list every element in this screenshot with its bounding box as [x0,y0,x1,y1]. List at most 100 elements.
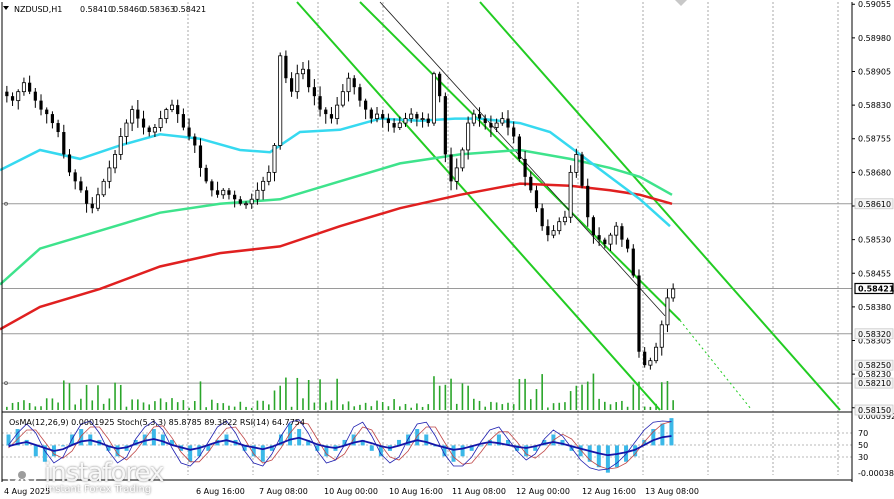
candle-body-bear [307,69,311,88]
candle [494,118,499,133]
candle [335,97,340,125]
candle [546,219,550,242]
osma-bar [424,434,429,446]
osma-bar [6,434,11,446]
price-tick-label: 0.58755 [858,135,891,144]
candle-body-bull [551,230,556,236]
candle [84,186,89,213]
candle [620,223,624,247]
candle [415,111,419,127]
candles [5,50,676,370]
candle-body-bear [477,114,482,119]
candle [369,107,373,124]
time-axis-labels: 4 Aug 2025 6 Aug 16:00 7 Aug 08:00 10 Aug 0… [4,487,699,496]
osma-bar [160,434,165,446]
candle [665,288,670,333]
candle-body-bear [392,123,396,128]
channel-line [296,1,661,411]
rsi-line [8,435,672,457]
candle [580,151,584,189]
candle-body-bear [215,190,220,195]
oscillator-header: OsMA(12,26,9) 0.0001925 Stoch(5,3,3) 85.… [9,418,305,427]
candle [33,87,37,108]
channel-extension [679,320,751,409]
candle [79,176,83,193]
osma-bar [269,445,274,451]
candle-body-bull [659,324,664,348]
candle [118,127,123,160]
candle-body-bull [300,68,305,75]
osma-bar [151,429,156,446]
candle-body-bull [295,73,300,93]
channel-line [479,1,841,411]
candle-body-bull [221,189,226,196]
osma-bar [324,445,329,457]
candle [352,75,356,95]
time-tick-label: 12 Aug 00:00 [516,487,570,496]
candle-body-bear [28,82,32,92]
candle [307,60,311,93]
candle [187,118,191,141]
osma-bar [70,434,75,446]
candle-body-bear [534,190,539,209]
osma-bar [560,439,565,446]
price-tag: 0.58320 [854,328,894,340]
osma-bar [596,445,601,468]
candle-body-bull [454,167,459,182]
osma-bar [79,429,84,446]
candle-body-bull [278,55,283,146]
candle [152,124,157,137]
collapse-arrow-icon[interactable] [3,6,9,10]
osma-bar [469,445,474,451]
price-tag: 0.58250 [854,359,894,371]
oscillator-panel [2,418,852,473]
candle [614,221,619,245]
osma-bar [605,445,610,473]
candle-body-bull [648,360,653,366]
price-tick-label: 0.58380 [858,303,891,312]
candle-body-bull [574,154,579,173]
chart-shift-marker-icon[interactable] [675,0,687,6]
candle-body-bear [529,176,533,191]
osma-bar [260,445,265,462]
candle [181,108,185,131]
candle-body-bull [266,171,271,182]
candle-body-bull [346,77,351,93]
candle-body-bull [118,136,123,155]
candle [562,210,567,226]
time-tick-label: 12 Aug 16:00 [582,487,636,496]
osma-bar [188,445,193,462]
candle [386,113,391,132]
price-tick-label: 0.58905 [858,67,891,76]
candle [249,193,254,209]
candle [300,61,305,80]
candle [101,178,106,197]
osma-bar [369,445,374,451]
candle [420,112,425,128]
candle [221,188,226,199]
candle [648,357,653,370]
candle-body-bear [227,190,231,195]
osma-bar [642,439,647,446]
candle-body-bear [73,172,77,182]
candle-body-bull [420,118,425,120]
price-tag: 0.58210 [854,377,894,389]
osc-tick-label: 0.000392 [858,412,894,421]
candle-body-bear [318,96,322,110]
osma-bar [515,445,520,451]
candle [625,237,630,253]
osma-bar [133,439,138,446]
candle [506,110,510,136]
candle-body-bear [597,235,601,240]
candle [477,107,482,127]
osma-bar [415,429,420,446]
candle [21,77,26,96]
candle [227,187,231,200]
candle [95,187,100,212]
osma-bar [587,445,592,462]
candle [67,149,72,177]
candle-body-bear [523,158,527,177]
candle [261,176,266,200]
candle-body-bear [386,118,391,124]
